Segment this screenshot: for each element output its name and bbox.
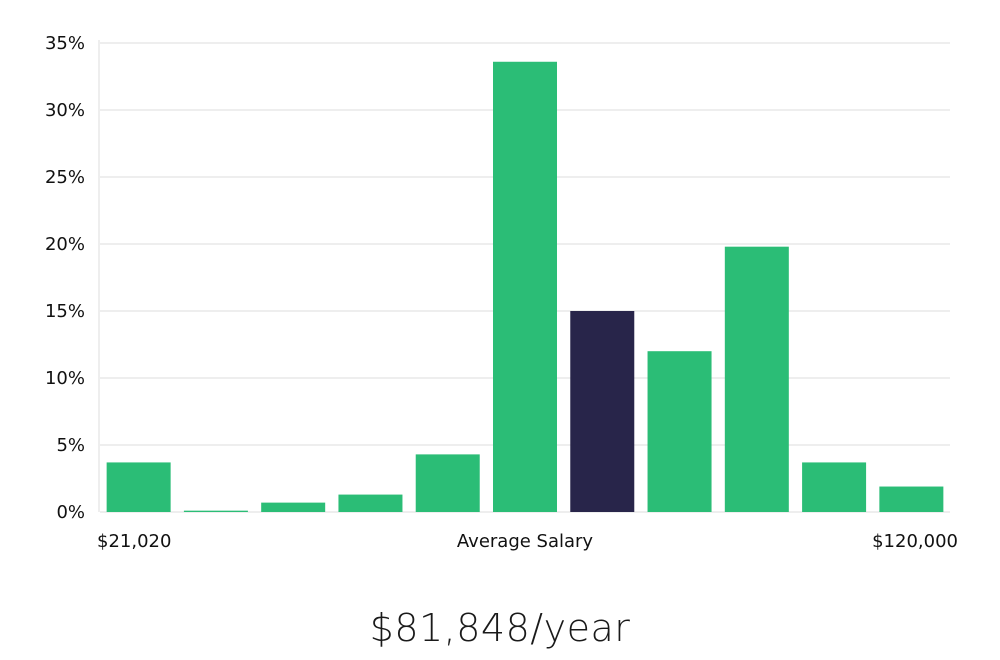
y-tick-label: 0%	[56, 502, 85, 523]
bar	[183, 510, 248, 512]
x-min-label: $21,020	[97, 531, 171, 552]
bar	[724, 246, 789, 512]
bar-highlighted	[570, 311, 635, 512]
bar	[261, 502, 326, 512]
histogram-svg: 0% 5% 10% 15% 20% 25% 30% 35% $21,020 Average S…	[45, 33, 958, 552]
y-tick-label: 10%	[45, 368, 85, 389]
x-center-label: Average Salary	[457, 531, 594, 552]
average-salary-value: $81,848/year	[369, 606, 631, 650]
y-tick-label: 25%	[45, 167, 85, 188]
y-tick-label: 20%	[45, 234, 85, 255]
bar	[106, 462, 171, 512]
bar	[647, 351, 712, 512]
y-axis-ticks: 0% 5% 10% 15% 20% 25% 30% 35%	[45, 33, 85, 523]
bar	[879, 486, 944, 512]
bar-layer	[106, 61, 944, 512]
y-tick-label: 5%	[56, 435, 85, 456]
bar	[493, 61, 557, 512]
x-max-label: $120,000	[872, 531, 958, 552]
bar	[338, 494, 403, 512]
bar	[415, 454, 480, 512]
bar	[802, 462, 867, 512]
y-tick-label: 30%	[45, 100, 85, 121]
x-axis-labels: $21,020 Average Salary $120,000	[97, 531, 958, 552]
y-tick-label: 15%	[45, 301, 85, 322]
y-tick-label: 35%	[45, 33, 85, 54]
